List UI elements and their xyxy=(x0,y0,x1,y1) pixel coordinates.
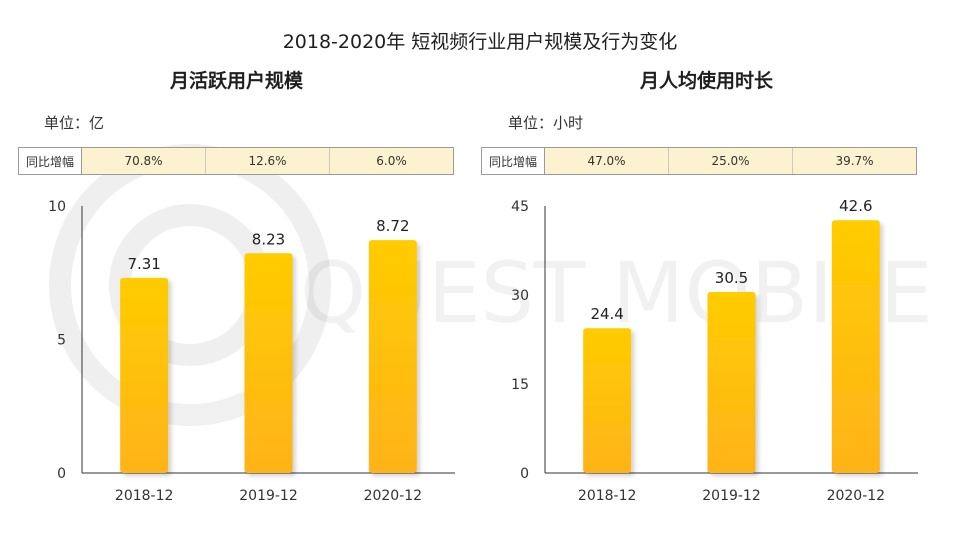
right-x-tick-label-2018-12: 2018-12 xyxy=(578,488,637,504)
left-growth-2019: 12.6% xyxy=(206,148,330,174)
left-chart-title: 月活跃用户规模 xyxy=(170,70,304,92)
right-unit-label: 单位：小时 xyxy=(508,114,584,132)
left-bar-2020-12 xyxy=(368,240,417,473)
right-bar-2020-12 xyxy=(831,220,880,473)
left-bar-2019-12 xyxy=(244,253,293,473)
right-growth-2020: 39.7% xyxy=(793,148,916,174)
left-y-tick-label: 10 xyxy=(48,199,66,215)
left-y-tick-label: 5 xyxy=(57,333,66,349)
left-value-label-2019-12: 8.23 xyxy=(252,230,285,248)
page-title: 2018-2020年 短视频行业用户规模及行为变化 xyxy=(282,31,678,53)
left-bar-chart: 0 5 10 7.31 2018-12 8.23 2019-12 8.72 2020-12 xyxy=(48,199,455,504)
right-growth-row: 同比增幅 47.0% 25.0% 39.7% xyxy=(481,147,917,175)
right-chart-title: 月人均使用时长 xyxy=(640,70,774,92)
right-y-tick-label: 30 xyxy=(511,288,529,304)
right-y-tick-label: 0 xyxy=(520,466,529,482)
left-growth-2020: 6.0% xyxy=(330,148,453,174)
left-x-tick-label-2020-12: 2020-12 xyxy=(364,488,423,504)
right-growth-2018: 47.0% xyxy=(545,148,669,174)
left-value-label-2020-12: 8.72 xyxy=(376,217,409,235)
left-unit-label: 单位：亿 xyxy=(44,114,105,132)
left-bar-2018-12 xyxy=(120,277,169,473)
left-x-tick-label-2019-12: 2019-12 xyxy=(239,488,298,504)
left-value-label-2018-12: 7.31 xyxy=(127,255,160,273)
right-bar-2018-12 xyxy=(583,328,632,473)
right-x-tick-label-2019-12: 2019-12 xyxy=(702,488,761,504)
right-bar-chart: 0 15 30 45 24.4 2018-12 30.5 2019-12 42.6 2020-12 xyxy=(511,197,918,504)
left-growth-row: 同比增幅 70.8% 12.6% 6.0% xyxy=(18,147,454,175)
right-y-tick-label: 15 xyxy=(511,377,529,393)
right-growth-header: 同比增幅 xyxy=(482,148,545,174)
right-value-label-2019-12: 30.5 xyxy=(715,269,748,287)
right-x-tick-label-2020-12: 2020-12 xyxy=(827,488,886,504)
left-growth-header: 同比增幅 xyxy=(19,148,82,174)
right-y-tick-label: 45 xyxy=(511,199,529,215)
right-growth-2019: 25.0% xyxy=(669,148,793,174)
left-y-tick-label: 0 xyxy=(57,466,66,482)
left-growth-2018: 70.8% xyxy=(82,148,206,174)
right-value-label-2020-12: 42.6 xyxy=(839,197,872,215)
right-value-label-2018-12: 24.4 xyxy=(590,305,623,323)
left-x-tick-label-2018-12: 2018-12 xyxy=(115,488,174,504)
right-bar-2019-12 xyxy=(707,292,756,473)
